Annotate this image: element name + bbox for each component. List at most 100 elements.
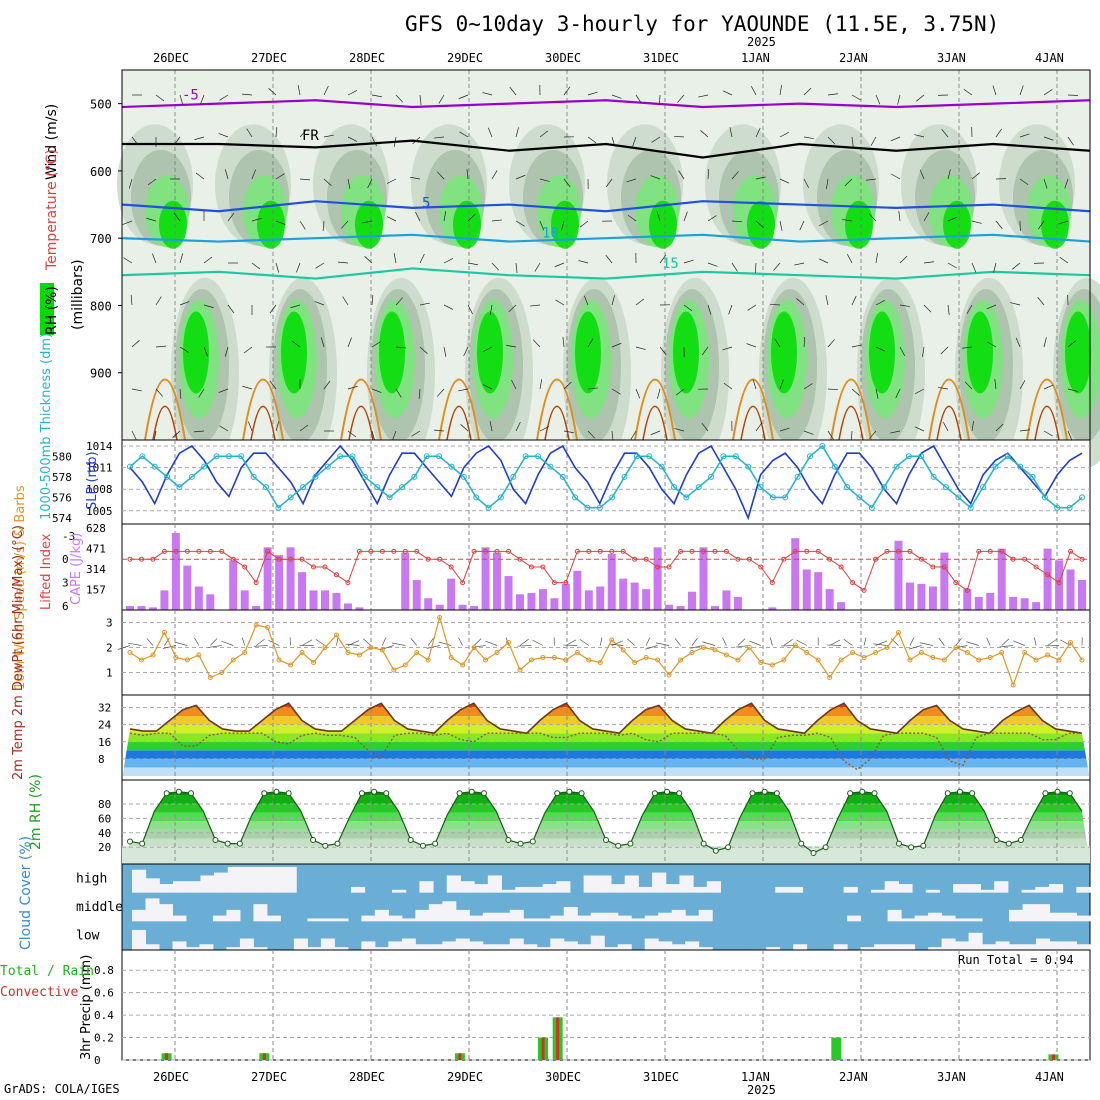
cape-bar [722, 590, 731, 610]
cloud-bar [550, 938, 565, 950]
surface-isotherm-arc [1034, 405, 1060, 441]
surface-isotherm-arc [1026, 378, 1068, 441]
thickness-line-point [473, 494, 480, 501]
li-point [1068, 548, 1074, 554]
rh-point [236, 840, 243, 847]
bottom-date-label: 26DEC [153, 1070, 189, 1084]
li-point [769, 580, 775, 586]
wind-barb [955, 637, 962, 646]
wind-barb [829, 639, 841, 646]
wind-barb [268, 639, 280, 646]
wind-barb [922, 346, 925, 357]
rh-point [676, 790, 683, 797]
wind-barb [702, 641, 716, 646]
wind-barb [275, 173, 285, 180]
thickness-line-point [238, 453, 245, 460]
cloud-bar [268, 866, 284, 893]
cape-axis-label: CAPE (J/kg) [69, 533, 84, 605]
thickness-line-point [448, 463, 455, 470]
cape-bar [148, 607, 157, 610]
wind-barb [626, 178, 637, 183]
wind-barb [755, 422, 763, 432]
thickness-line-point [572, 494, 579, 501]
rh-point [517, 840, 524, 847]
top-date-label: 30DEC [545, 51, 581, 65]
li-point [1056, 580, 1062, 586]
cloud-bar [843, 886, 858, 893]
li-point [712, 548, 718, 554]
wind-barb [674, 637, 681, 646]
li-point [368, 548, 374, 554]
thickness-line-point [176, 484, 183, 491]
wind-barb [923, 261, 934, 264]
wind-barb [395, 388, 402, 398]
wind-barb [755, 220, 764, 228]
rh-upper-blob [159, 200, 187, 249]
cloud-bar [186, 881, 201, 893]
wind-barb [1015, 337, 1021, 348]
li-point [746, 556, 752, 562]
wind-speed-point [827, 675, 833, 680]
li-point [276, 556, 282, 562]
wind-speed-point [402, 662, 408, 668]
top-date-label: 27DEC [251, 51, 287, 65]
rh-tick-label: 80 [98, 798, 111, 811]
thickness-line-point [757, 484, 764, 491]
li-point [391, 548, 397, 554]
li-point [907, 548, 913, 554]
cape-bar [710, 606, 719, 610]
cloud-bar [874, 944, 889, 950]
rh-lower-blob [771, 311, 797, 394]
wind-speed-point [1056, 657, 1062, 663]
rh-lower-blob [379, 311, 405, 394]
cloud-bar [455, 909, 470, 922]
wind-barb [947, 216, 958, 222]
wind-barb [611, 295, 615, 306]
wind-barb [971, 172, 980, 180]
wind-barb [1067, 340, 1076, 348]
wind-barb [851, 388, 860, 396]
rh-lower-blob [281, 311, 307, 394]
cloud-bar [617, 944, 632, 950]
wind-barb [218, 133, 229, 138]
cloud-bar [925, 889, 940, 893]
wind-barb [511, 379, 517, 390]
wind-barb [347, 430, 357, 438]
wind-barb [299, 129, 307, 138]
cloud-bar [509, 909, 524, 922]
cloud-bar [469, 941, 484, 950]
cloud-bar [955, 941, 970, 950]
rh-point [419, 842, 426, 849]
surface-isotherm-arc [536, 378, 578, 441]
cloud-bar [374, 909, 389, 922]
thickness-line-point [621, 473, 628, 480]
wind-barb [826, 178, 829, 189]
cape-bar [894, 540, 903, 610]
cape-bar [733, 596, 742, 610]
cloud-bar [833, 944, 848, 950]
wind-tick-label: 3 [106, 617, 113, 630]
wind-barb [1043, 89, 1053, 96]
li-point [356, 548, 362, 554]
cloud-bar [955, 918, 970, 922]
wind-barb [645, 637, 651, 646]
cape-bar [607, 553, 616, 610]
wind-barb [1043, 430, 1053, 437]
li-axis-label: Lifted Index [39, 533, 54, 610]
wind-barb [411, 430, 421, 437]
cloud-bar [788, 886, 804, 893]
wind-barb [938, 387, 949, 390]
wind-barb [803, 383, 813, 390]
wind-speed-point [265, 625, 271, 630]
cloud-bar [474, 884, 489, 893]
rh-point [505, 837, 512, 843]
li-point [620, 548, 626, 554]
wind-barb [467, 213, 476, 222]
cape-bar [642, 589, 651, 610]
wind-barb [179, 388, 182, 399]
wind-barb [563, 86, 571, 96]
cape-bar [504, 576, 513, 610]
wind-barb [891, 173, 901, 180]
wind-barb [677, 94, 685, 103]
thickness-line-point [732, 453, 739, 460]
